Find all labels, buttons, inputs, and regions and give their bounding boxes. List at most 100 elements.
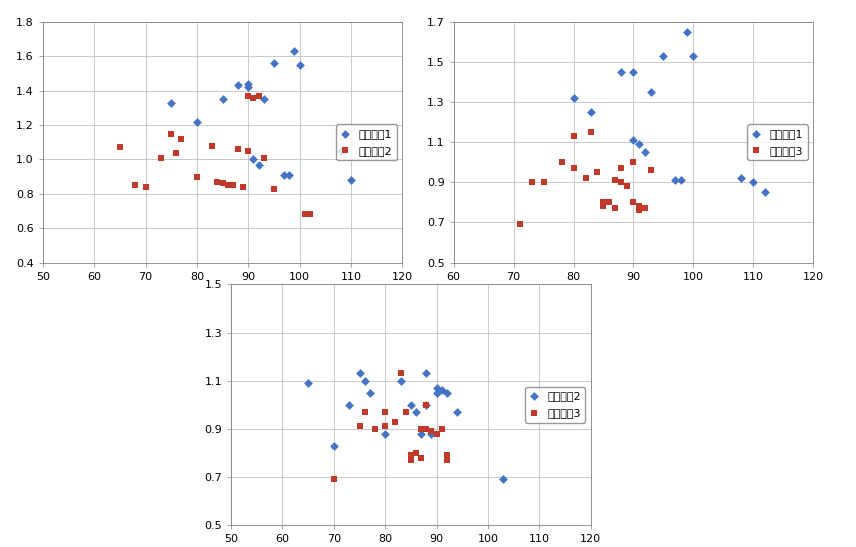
피실험자2 (247, 93, 260, 102)
피실험자3 (394, 369, 407, 378)
피실험자3 (435, 424, 449, 433)
피실험자1 (734, 174, 748, 183)
피실험자2 (231, 145, 245, 154)
피실험자1 (344, 176, 358, 184)
피실험자2 (175, 135, 188, 143)
피실험자1 (267, 59, 281, 67)
피실험자1 (669, 176, 682, 185)
피실험자1 (282, 171, 296, 179)
피실험자1 (293, 61, 306, 69)
피실험자3 (358, 408, 372, 416)
피실험자1 (758, 188, 772, 197)
피실험자3 (404, 451, 418, 459)
피실험자3 (627, 198, 640, 207)
피실험자3 (627, 158, 640, 167)
피실험자2 (164, 129, 178, 138)
피실험자3 (513, 220, 526, 229)
피실험자2 (252, 91, 265, 100)
피실험자3 (327, 475, 341, 484)
피실험자2 (190, 172, 204, 181)
피실험자3 (585, 128, 598, 137)
피실험자3 (440, 456, 454, 464)
피실험자2 (440, 388, 454, 397)
피실험자3 (414, 453, 428, 462)
피실험자3 (368, 424, 382, 433)
피실험자3 (555, 158, 568, 167)
피실험자2 (419, 400, 433, 409)
피실험자1 (615, 68, 628, 77)
피실험자1 (164, 98, 178, 107)
Legend: 피실험자1, 피실험자2: 피실험자1, 피실험자2 (336, 124, 397, 160)
피실험자2 (353, 369, 366, 378)
피실험자2 (414, 429, 428, 438)
피실험자2 (236, 183, 250, 191)
피실험자1 (567, 94, 580, 102)
피실험자1 (633, 140, 646, 149)
피실험자3 (567, 132, 580, 141)
피실험자1 (585, 108, 598, 117)
피실험자1 (257, 95, 270, 103)
피실험자1 (657, 51, 670, 60)
피실험자2 (221, 181, 235, 190)
피실험자1 (334, 147, 348, 155)
피실험자3 (633, 202, 646, 211)
피실험자2 (404, 400, 418, 409)
피실험자1 (216, 95, 229, 103)
피실험자1 (627, 68, 640, 77)
피실험자3 (621, 182, 634, 191)
피실험자2 (327, 441, 341, 450)
피실험자2 (205, 141, 219, 150)
피실험자2 (154, 153, 168, 162)
피실험자3 (645, 166, 658, 174)
피실험자2 (139, 183, 152, 191)
피실험자2 (342, 400, 356, 409)
피실험자2 (241, 91, 255, 100)
피실험자1 (746, 178, 760, 187)
피실험자1 (252, 160, 265, 169)
피실험자3 (414, 424, 428, 433)
피실험자2 (450, 408, 464, 416)
피실험자3 (440, 451, 454, 459)
피실험자1 (247, 155, 260, 164)
피실험자3 (579, 174, 592, 183)
피실험자3 (399, 408, 413, 416)
피실험자2 (409, 408, 423, 416)
피실험자3 (633, 206, 646, 215)
피실험자2 (419, 369, 433, 378)
피실험자2 (169, 148, 183, 157)
피실험자3 (378, 408, 392, 416)
피실험자2 (257, 153, 270, 162)
피실험자2 (430, 383, 443, 392)
피실험자1 (277, 171, 291, 179)
피실험자2 (496, 475, 510, 484)
피실험자2 (241, 147, 255, 155)
피실험자3 (615, 164, 628, 173)
피실험자1 (241, 83, 255, 91)
피실험자1 (645, 88, 658, 96)
피실험자3 (353, 422, 366, 431)
피실험자3 (597, 202, 610, 211)
피실험자2 (358, 376, 372, 385)
피실험자3 (609, 204, 622, 213)
피실험자2 (113, 143, 127, 152)
피실험자2 (435, 386, 449, 395)
피실험자3 (430, 429, 443, 438)
Legend: 피실험자2, 피실험자3: 피실험자2, 피실험자3 (525, 387, 586, 423)
피실험자1 (681, 27, 694, 36)
피실험자1 (675, 176, 688, 185)
피실험자3 (525, 178, 538, 187)
피실험자2 (216, 179, 229, 188)
피실험자2 (301, 379, 315, 387)
피실험자2 (430, 388, 443, 397)
피실험자1 (687, 51, 700, 60)
피실험자3 (404, 456, 418, 464)
피실험자3 (603, 198, 616, 207)
피실험자2 (298, 210, 312, 219)
피실험자3 (537, 178, 550, 187)
피실험자1 (639, 148, 652, 156)
피실험자3 (419, 400, 433, 409)
피실험자1 (288, 46, 301, 55)
피실험자3 (639, 204, 652, 213)
피실험자3 (597, 198, 610, 207)
피실험자1 (231, 81, 245, 90)
